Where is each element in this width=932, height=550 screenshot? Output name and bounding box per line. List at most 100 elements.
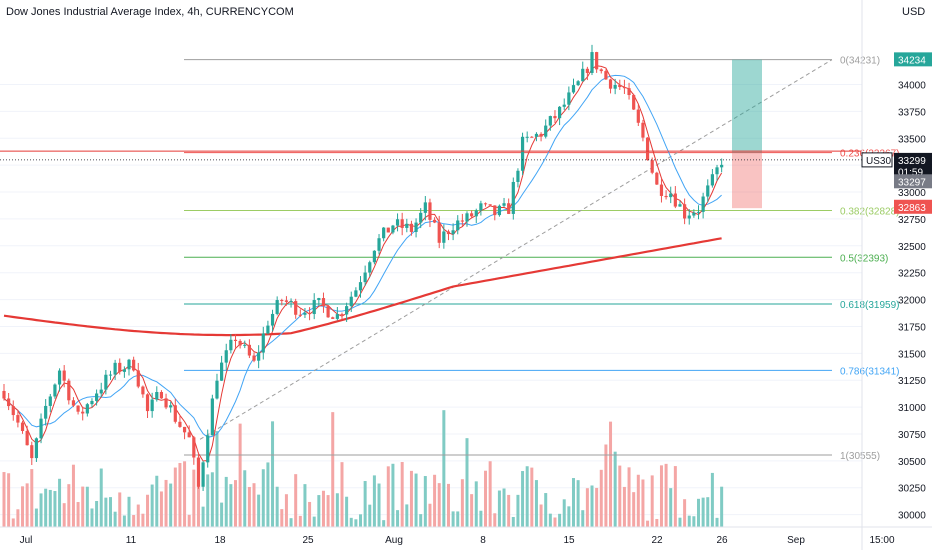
ma-mid-line bbox=[3, 74, 722, 438]
candle-body bbox=[108, 374, 113, 376]
trendline[interactable] bbox=[199, 59, 833, 440]
candle-body bbox=[483, 203, 488, 205]
candle-body bbox=[627, 88, 631, 96]
candle-body bbox=[544, 125, 548, 137]
price-axis[interactable]: 30000 30250 30500 30750 31000 31250 31500 31750… bbox=[898, 81, 926, 522]
candle-body bbox=[127, 359, 131, 370]
candle-body bbox=[446, 231, 451, 235]
time-tick-label: 11 bbox=[126, 535, 137, 546]
candle-body bbox=[465, 213, 469, 222]
candle-body bbox=[687, 215, 691, 219]
price-tick-label: 30750 bbox=[898, 430, 926, 441]
volume-bar bbox=[576, 480, 580, 527]
volume-bar bbox=[465, 438, 469, 527]
volume-bar bbox=[595, 487, 599, 527]
volume-bar bbox=[2, 472, 6, 527]
candle-body bbox=[585, 68, 589, 73]
volume-bar bbox=[280, 509, 284, 527]
volume-bars bbox=[2, 410, 724, 527]
volume-bar bbox=[567, 506, 571, 527]
time-tick-label: 15:00 bbox=[869, 535, 894, 546]
volume-bar bbox=[16, 509, 20, 527]
volume-bar bbox=[234, 480, 237, 527]
volume-bar bbox=[122, 515, 126, 527]
candle-body bbox=[238, 340, 242, 346]
candle-body bbox=[224, 350, 228, 363]
volume-bar bbox=[85, 486, 89, 527]
candle-body bbox=[599, 69, 603, 72]
candle-body bbox=[136, 370, 140, 387]
volume-bar bbox=[474, 481, 478, 527]
long-position-tool[interactable] bbox=[732, 59, 762, 209]
candle-body bbox=[525, 136, 529, 138]
candle-body bbox=[294, 301, 298, 315]
volume-bar bbox=[349, 517, 353, 527]
price-tick-label: 32000 bbox=[898, 296, 926, 307]
volume-bar bbox=[585, 488, 589, 527]
volume-bar bbox=[558, 513, 562, 527]
time-axis[interactable]: Jul 11 18 25 Aug 8 15 22 26 Sep 15:00 bbox=[20, 535, 895, 546]
volume-bar bbox=[201, 506, 205, 527]
volume-bar bbox=[136, 504, 140, 527]
volume-bar bbox=[372, 475, 376, 527]
volume-bar bbox=[423, 476, 427, 527]
candle-body bbox=[206, 435, 210, 463]
candle-body bbox=[210, 398, 214, 436]
candle-body bbox=[159, 391, 164, 399]
candle-body bbox=[349, 296, 353, 307]
candle-body bbox=[71, 400, 76, 406]
fib-level-label: 0(34231) bbox=[840, 56, 880, 67]
candle-body bbox=[7, 398, 11, 407]
price-tick-label: 33500 bbox=[898, 134, 926, 145]
price-badge bbox=[894, 174, 932, 189]
volume-bar bbox=[76, 502, 80, 527]
volume-bar bbox=[488, 461, 492, 527]
volume-bar bbox=[118, 492, 122, 527]
volume-bar bbox=[368, 504, 372, 527]
volume-bar bbox=[553, 517, 557, 527]
candle-body bbox=[530, 136, 534, 138]
price-tick-label: 32500 bbox=[898, 242, 926, 253]
candle-body bbox=[400, 219, 404, 228]
volume-bar bbox=[308, 501, 312, 527]
candle-body bbox=[428, 202, 432, 220]
candle-body bbox=[650, 160, 654, 173]
candle-body bbox=[270, 313, 275, 326]
candle-body bbox=[470, 213, 474, 217]
volume-bar bbox=[48, 489, 52, 527]
volume-bar bbox=[196, 477, 200, 527]
candle-body bbox=[317, 298, 321, 301]
volume-bar bbox=[363, 481, 367, 527]
volume-bar bbox=[312, 516, 316, 527]
volume-bar bbox=[220, 502, 224, 527]
volume-bar bbox=[715, 517, 719, 527]
time-tick-label: 26 bbox=[716, 535, 728, 546]
price-badge-text: 32863 bbox=[898, 203, 926, 214]
volume-bar bbox=[247, 486, 251, 527]
volume-bar bbox=[192, 469, 196, 527]
volume-bar bbox=[470, 494, 474, 527]
volume-bar bbox=[169, 483, 173, 527]
candle-body bbox=[432, 219, 437, 223]
volume-bar bbox=[11, 518, 15, 527]
volume-bar bbox=[632, 492, 636, 527]
candle-body bbox=[571, 85, 576, 93]
time-tick-label: Aug bbox=[385, 535, 403, 546]
volume-bar bbox=[90, 508, 94, 527]
candle-body bbox=[303, 312, 307, 315]
volume-bar bbox=[609, 421, 613, 527]
candle-body bbox=[182, 426, 187, 433]
volume-bar bbox=[25, 483, 29, 527]
candle-body bbox=[252, 355, 256, 361]
time-tick-label: 25 bbox=[302, 535, 314, 546]
candle-body bbox=[632, 95, 636, 110]
candle-body bbox=[692, 212, 696, 216]
candle-body bbox=[280, 300, 284, 302]
candle-body bbox=[155, 391, 159, 400]
volume-bar bbox=[108, 497, 112, 527]
candle-body bbox=[520, 136, 525, 171]
volume-bar bbox=[409, 470, 413, 527]
candle-body bbox=[81, 411, 85, 414]
volume-bar bbox=[303, 484, 307, 527]
